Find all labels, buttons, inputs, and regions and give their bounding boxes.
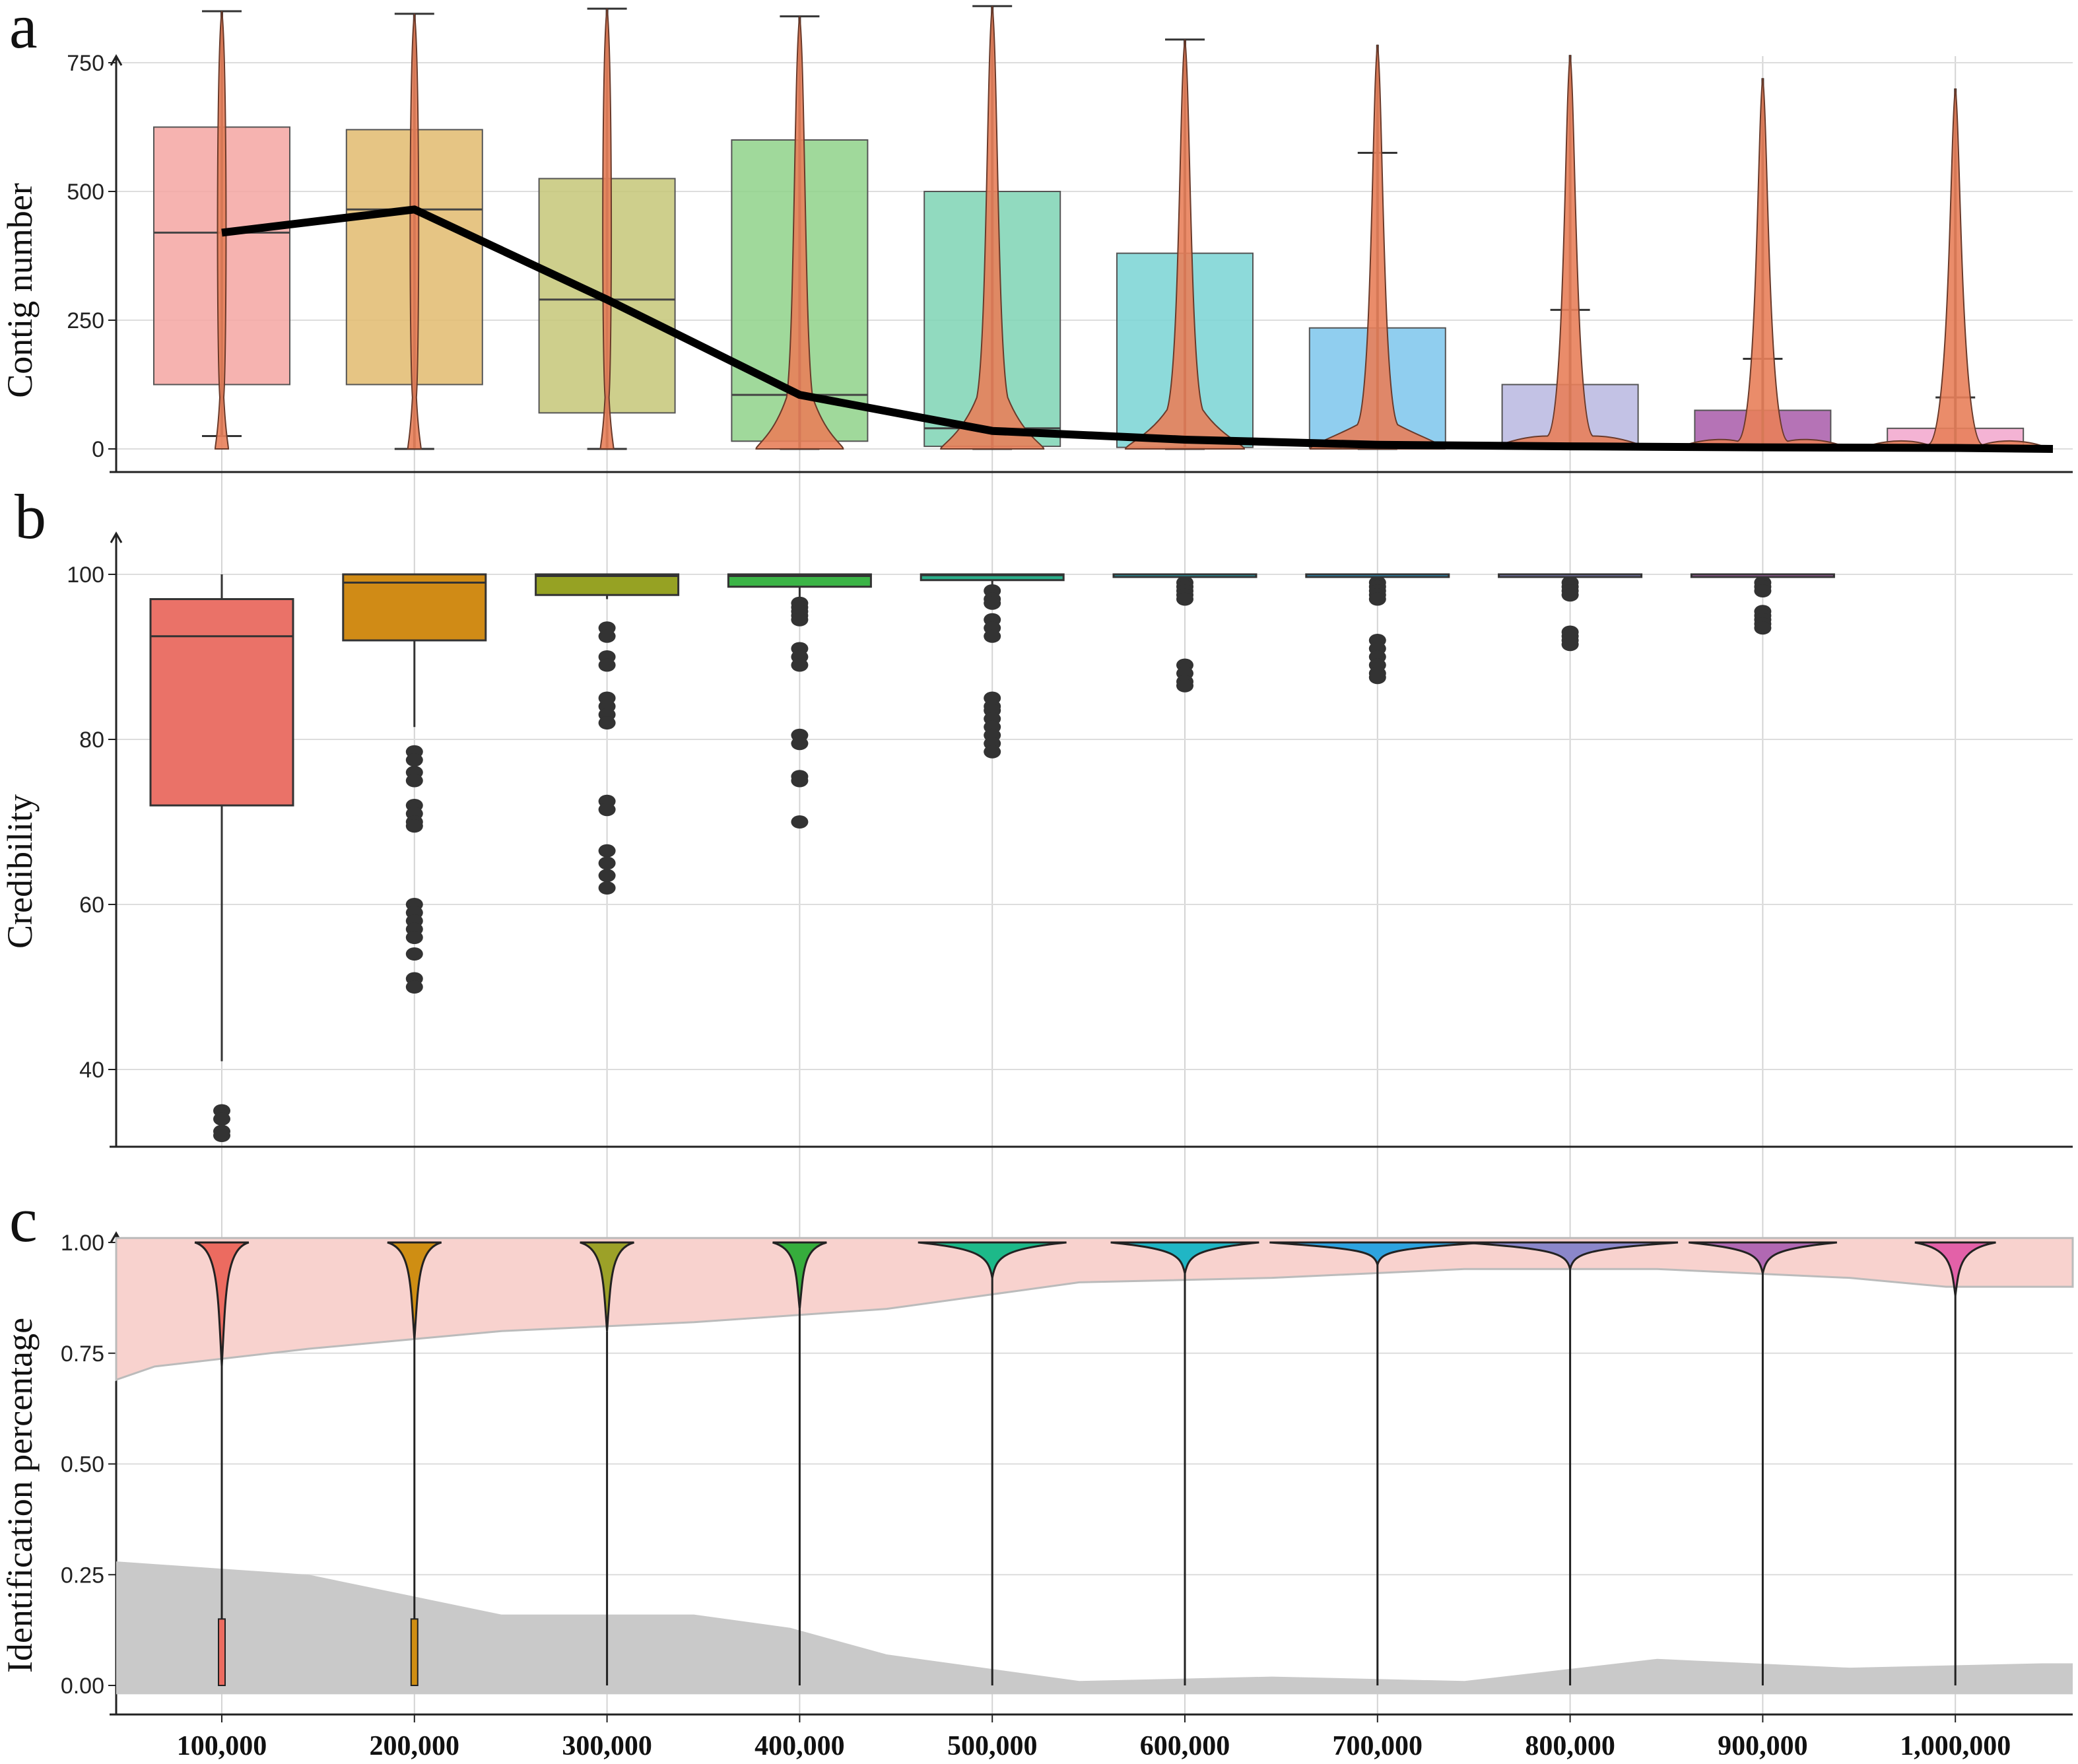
outlier-point	[405, 774, 423, 788]
violin-4	[918, 1241, 1067, 1278]
violin-7	[1462, 1241, 1679, 1270]
y-tick-label: 80	[79, 728, 104, 753]
y-axis-label-c: Identification percentage	[0, 1318, 40, 1673]
violin-6	[1269, 1241, 1486, 1268]
lower-range-band	[116, 1561, 2073, 1695]
outlier-point	[1368, 592, 1386, 606]
outlier-point	[598, 629, 616, 643]
violin-1	[407, 13, 422, 450]
box-1	[342, 573, 487, 642]
x-tick-label: 400,000	[754, 1731, 845, 1761]
outlier-point	[791, 658, 809, 672]
outlier-point	[598, 856, 616, 870]
x-tick-label: 200,000	[370, 1731, 460, 1761]
y-axis-label-b: Credibility	[0, 794, 40, 949]
violin-8	[1679, 78, 1847, 450]
outlier-point	[598, 716, 616, 729]
outlier-point	[1754, 584, 1772, 597]
outlier-point	[984, 596, 1001, 610]
median-trend-line	[221, 205, 2054, 453]
x-tick-label: 800,000	[1525, 1731, 1615, 1761]
x-tick-label: 300,000	[562, 1731, 652, 1761]
panel-b: 40 60 80 100	[67, 531, 2073, 1148]
outlier-point	[213, 1112, 230, 1126]
outlier-point	[405, 819, 423, 833]
x-tick-label: 700,000	[1333, 1731, 1423, 1761]
panel-label-b: b	[15, 481, 46, 552]
box-2	[535, 573, 680, 596]
outlier-point	[791, 613, 809, 627]
violin-5	[1110, 1241, 1259, 1274]
y-tick-label: 0	[92, 437, 104, 462]
y-axis-arrow	[110, 53, 123, 66]
outlier-point	[1561, 638, 1579, 652]
outlier-point	[598, 844, 616, 858]
y-tick-label: 500	[67, 180, 104, 205]
x-tick-labels: 100,000 200,000 300,000 400,000 500,000 600,0…	[177, 1714, 2011, 1761]
panel-label-a: a	[9, 0, 38, 61]
outlier-point	[791, 774, 809, 788]
violin-tail-0	[218, 1618, 226, 1687]
outlier-point	[1176, 679, 1193, 693]
panel-label-c: c	[9, 1184, 38, 1255]
y-tick-label: 100	[67, 562, 104, 588]
y-tick-label: 0.50	[61, 1452, 104, 1477]
outlier-point	[213, 1129, 230, 1142]
violin-8	[1688, 1241, 1837, 1274]
violin-9	[1863, 88, 2048, 450]
y-tick-label: 0.25	[61, 1563, 104, 1588]
violin-tail-1	[410, 1618, 419, 1687]
outlier-point	[405, 931, 423, 944]
x-tick-label: 1,000,000	[1900, 1731, 2011, 1761]
outlier-point	[598, 881, 616, 895]
x-tick-label: 100,000	[177, 1731, 267, 1761]
outlier-point	[1176, 592, 1193, 606]
violin-3	[772, 1241, 827, 1309]
y-tick-label: 750	[67, 51, 104, 76]
violin-3	[755, 16, 844, 450]
y-tick-label: 60	[79, 893, 104, 918]
x-tick-label: 500,000	[947, 1731, 1038, 1761]
violin-4	[940, 6, 1045, 450]
x-tick-label: 600,000	[1140, 1731, 1230, 1761]
outlier-point	[405, 947, 423, 961]
outlier-point	[1368, 671, 1386, 685]
y-tick-label: 0.00	[61, 1674, 104, 1699]
panel-c: 0.00 0.25 0.50 0.75 1.00	[61, 1231, 2074, 1716]
outlier-point	[791, 737, 809, 751]
outlier-point	[1754, 621, 1772, 635]
y-tick-label: 0.75	[61, 1341, 104, 1367]
outlier-point	[405, 980, 423, 994]
y-tick-label: 1.00	[61, 1231, 104, 1256]
outlier-point	[405, 753, 423, 767]
panel-a: 0 250 500 750	[67, 5, 2073, 473]
violin-1	[387, 1241, 442, 1340]
outlier-point	[1561, 588, 1579, 602]
outlier-point	[598, 658, 616, 672]
violin-6	[1309, 44, 1446, 450]
outlier-point	[984, 745, 1001, 759]
box-3	[727, 573, 872, 588]
outlier-point	[598, 869, 616, 883]
violin-0	[194, 1241, 250, 1367]
violin-5	[1124, 39, 1246, 450]
violin-9	[1914, 1241, 1996, 1296]
violin-2	[599, 8, 615, 450]
outlier-point	[598, 803, 616, 817]
y-axis-arrow	[110, 531, 123, 543]
y-axis-label-a: Contig number	[0, 183, 40, 397]
y-tick-label: 250	[67, 308, 104, 333]
y-tick-label: 40	[79, 1058, 104, 1083]
outlier-point	[791, 815, 809, 829]
violin-2	[580, 1241, 634, 1332]
outlier-point	[984, 629, 1001, 643]
x-tick-label: 900,000	[1718, 1731, 1808, 1761]
box-0	[149, 598, 294, 807]
